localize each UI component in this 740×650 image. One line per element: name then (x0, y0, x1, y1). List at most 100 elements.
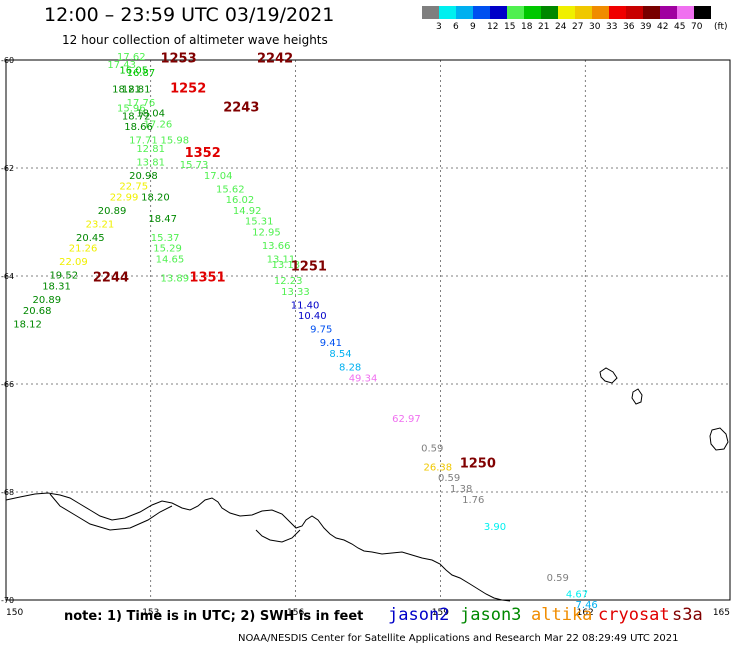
island-3 (709, 427, 729, 451)
pass-time-label: 1352 (185, 146, 221, 161)
colorbar-swatch (592, 6, 609, 19)
wave-height-value: 17.04 (204, 171, 233, 182)
wave-height-value: 18.81 (122, 84, 151, 95)
colorbar-tick-label: 45 (674, 22, 686, 32)
map-frame (5, 59, 731, 601)
wave-height-value: 14.92 (233, 206, 262, 217)
wave-height-value: 49.34 (349, 373, 378, 384)
wave-height-value: 15.37 (151, 233, 180, 244)
colorbar-swatch (575, 6, 592, 19)
wave-height-value: 20.45 (76, 233, 105, 244)
colorbar-swatch (490, 6, 507, 19)
wave-height-value: 14.65 (156, 255, 185, 266)
wave-height-value: 26.38 (424, 462, 453, 473)
wave-height-value: 13.33 (281, 287, 310, 298)
wave-height-value: 13.66 (262, 241, 291, 252)
colorbar-swatch (677, 6, 694, 19)
colorbar-swatch (541, 6, 558, 19)
wave-height-value: 12.95 (252, 228, 281, 239)
colorbar-tick-label: 30 (589, 22, 601, 32)
wave-height-value: 20.98 (129, 171, 158, 182)
legend-cryosat: cryosat (598, 605, 670, 625)
wave-height-value: 17.71 (129, 136, 158, 147)
legend-jason3: jason3 (460, 605, 522, 625)
wave-height-value: 12.81 (136, 144, 165, 155)
wave-height-value: 15.96 (117, 103, 146, 114)
wave-height-value: 18.31 (42, 282, 71, 293)
wave-height-value: 22.99 (110, 192, 139, 203)
antarctic-coastline (5, 367, 729, 602)
wave-height-value: 13.81 (136, 157, 165, 168)
wave-height-value: 20.68 (23, 306, 52, 317)
wave-height-value: 8.28 (339, 363, 361, 374)
colorbar-tick-label: 9 (470, 22, 476, 32)
colorbar-swatch (643, 6, 660, 19)
wave-height-value: 22.09 (59, 257, 88, 268)
lat-tick-label: -64 (1, 272, 14, 281)
wave-height-value: 18.21 (112, 84, 141, 95)
wave-height-value: 62.97 (392, 414, 421, 425)
colorbar-swatch (473, 6, 490, 19)
legend-jason2: jason2 (388, 605, 450, 625)
wave-height-value: 23.21 (86, 219, 115, 230)
colorbar-tick-label: 12 (487, 22, 499, 32)
pass-time-label: 1252 (170, 81, 206, 96)
island-1 (599, 367, 618, 384)
coastline (5, 492, 511, 602)
lat-tick-label: -60 (1, 56, 14, 65)
pass-time-label: 1250 (460, 457, 496, 472)
colorbar-swatch (609, 6, 626, 19)
legend-altika: altika (531, 605, 593, 625)
colorbar-swatch (456, 6, 473, 19)
lon-tick-label: 165 (713, 608, 730, 618)
pass-time-label: 1253 (160, 52, 196, 67)
wave-height-value: 21.26 (69, 244, 98, 255)
wave-height-value: 19.52 (49, 271, 78, 282)
axis-tick-labels: 150 153 156 159 162 165 -60 -62 -64 -66 -68 -70 (1, 56, 730, 618)
wave-height-value: 18.20 (141, 192, 170, 203)
wave-height-value: 11.40 (291, 300, 320, 311)
wave-height-value: 18.04 (136, 109, 165, 120)
coastline-shelf (255, 529, 301, 543)
colorbar-tick-label: 42 (657, 22, 669, 32)
island-2 (631, 388, 643, 405)
colorbar-tick-label: 36 (623, 22, 635, 32)
colorbar-tick-label: 18 (521, 22, 533, 32)
lat-tick-label: -66 (1, 380, 14, 389)
lat-tick-label: -70 (1, 596, 14, 605)
colorbar-swatch (507, 6, 524, 19)
footnote: note: 1) Time is in UTC; 2) SWH is in fe… (64, 609, 364, 624)
wave-height-value: 8.54 (329, 349, 351, 360)
wave-height-value: 18.47 (148, 214, 177, 225)
wave-height-value: 4.67 (566, 589, 588, 600)
wave-height-value: 0.59 (547, 573, 569, 584)
colorbar-tick-label: 27 (572, 22, 584, 32)
colorbar-swatch (558, 6, 575, 19)
wave-height-value: 16.05 (119, 66, 148, 77)
colorbar-tick-label: 15 (504, 22, 516, 32)
lon-tick-label: 159 (432, 608, 449, 618)
lat-tick-label: -68 (1, 488, 14, 497)
wave-height-value: 15.73 (180, 160, 209, 171)
colorbar-swatch (626, 6, 643, 19)
wave-height-value: 13.13 (271, 260, 300, 271)
colorbar-tick-label: 6 (453, 22, 459, 32)
lon-tick-label: 150 (6, 608, 23, 618)
wave-height-value: 9.41 (320, 338, 342, 349)
wave-height-value: 0.59 (438, 473, 460, 484)
lon-tick-label: 156 (287, 608, 304, 618)
colorbar-swatch (439, 6, 456, 19)
colorbar-tick-label: 70 (691, 22, 703, 32)
colorbar-tick-label: 33 (606, 22, 618, 32)
wave-height-value: 0.59 (421, 444, 443, 455)
wave-height-value: 17.43 (107, 60, 136, 71)
wave-height-value: 17.76 (127, 98, 156, 109)
page-subtitle: 12 hour collection of altimeter wave hei… (62, 33, 328, 47)
wave-height-value: 15.29 (153, 244, 182, 255)
wave-height-value: 16.87 (127, 68, 156, 79)
wave-height-value: 13.11 (267, 255, 296, 266)
colorbar-swatch (660, 6, 677, 19)
wave-height-value: 15.98 (160, 136, 189, 147)
